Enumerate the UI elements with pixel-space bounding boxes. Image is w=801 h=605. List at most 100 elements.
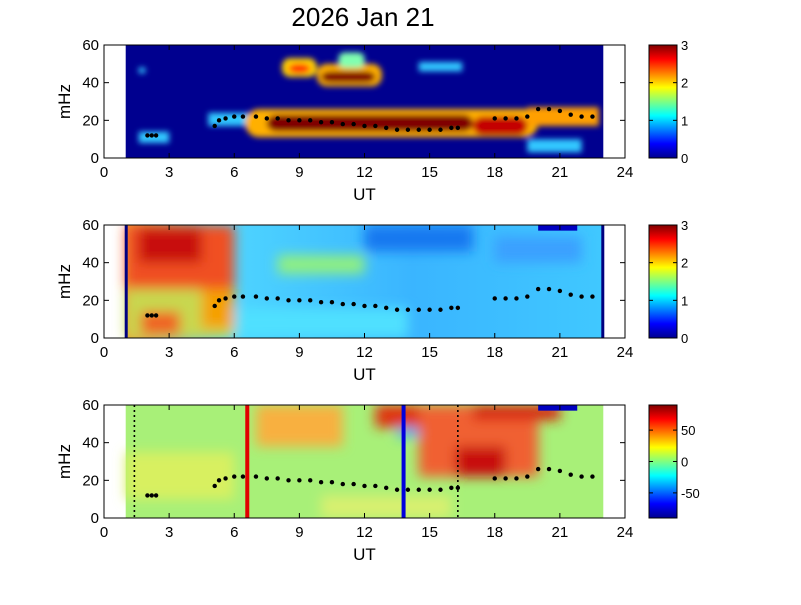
x-tick-label: 24	[617, 524, 634, 541]
trace-point	[416, 307, 421, 312]
trace-point	[340, 481, 345, 487]
trace-point	[394, 127, 400, 132]
blob	[375, 405, 419, 428]
trace-point	[253, 474, 259, 479]
trace-point	[455, 485, 461, 491]
trace-point	[546, 286, 552, 292]
trace-point	[286, 298, 291, 303]
panel-bottom: 0 3 6 9 12 15 18 21 24 0 20 40 60 UT mHz -50 0 50	[55, 397, 700, 564]
trace-point	[579, 294, 584, 299]
trace-point	[264, 476, 270, 481]
colorbar-tick-label: 2	[681, 256, 688, 271]
y-axis-label: mHz	[55, 444, 74, 479]
blob	[138, 67, 146, 74]
y-tick-label: 60	[82, 217, 99, 234]
trace-point	[240, 114, 246, 119]
trace-point	[535, 106, 541, 112]
trace-point	[455, 125, 461, 131]
trace-point	[394, 487, 400, 492]
trace-point	[329, 300, 335, 305]
trace-point	[351, 301, 356, 307]
y-tick-label: 20	[82, 292, 99, 309]
trace-point	[275, 116, 280, 121]
trace-point	[438, 307, 443, 312]
window-edge	[124, 225, 128, 338]
x-tick-label: 12	[356, 164, 373, 181]
x-tick-label: 9	[295, 344, 303, 361]
trace-point	[546, 106, 552, 112]
trace-point	[308, 118, 313, 123]
colorbar-gradient	[649, 405, 677, 518]
trace-point	[514, 116, 519, 121]
trace-point	[373, 483, 378, 489]
x-tick-label: 15	[421, 344, 438, 361]
trace-point	[568, 112, 573, 117]
x-tick-label: 3	[165, 344, 173, 361]
trace-point	[384, 485, 389, 491]
blob	[321, 495, 452, 518]
trace-point	[297, 118, 302, 123]
y-tick-label: 40	[82, 255, 99, 272]
trace-point	[427, 127, 432, 132]
x-tick-label: 0	[100, 164, 108, 181]
blob	[125, 452, 235, 500]
blob	[494, 236, 582, 263]
trace-point	[525, 294, 530, 299]
trace-point	[514, 296, 519, 301]
trace-point	[145, 493, 150, 498]
trace-point	[384, 305, 389, 311]
y-tick-label: 40	[82, 75, 99, 92]
trace-point	[535, 286, 541, 292]
colorbar-frame	[648, 224, 678, 339]
heatmap-image	[125, 405, 604, 518]
x-tick-label: 12	[356, 524, 373, 541]
trace-point	[212, 123, 217, 129]
blob	[364, 225, 474, 252]
trace-point	[503, 476, 508, 481]
dropout	[538, 405, 578, 411]
x-axis-label: UT	[353, 545, 376, 564]
blob	[455, 446, 506, 477]
blob	[277, 255, 365, 274]
figure-title: 2026 Jan 21	[291, 2, 435, 32]
x-tick-label: 24	[617, 344, 634, 361]
trace-point	[492, 116, 497, 121]
trace-point	[449, 125, 454, 131]
dropout	[538, 225, 578, 231]
colorbar-tick-label: 2	[681, 76, 688, 91]
trace-point	[318, 300, 324, 305]
colorbar-gradient	[649, 225, 677, 338]
blob	[234, 307, 408, 338]
x-tick-label: 15	[421, 164, 438, 181]
x-tick-label: 24	[617, 164, 634, 181]
trace-point	[546, 466, 552, 472]
trace-point	[579, 474, 584, 479]
x-tick-label: 3	[165, 524, 173, 541]
trace-point	[590, 294, 595, 299]
blob	[418, 61, 463, 72]
colorbar-frame	[648, 44, 678, 159]
trace-point	[503, 116, 508, 121]
blob	[527, 107, 599, 126]
trace-point	[223, 116, 228, 121]
trace-point	[362, 483, 367, 489]
x-tick-label: 18	[486, 164, 503, 181]
trace-point	[232, 294, 237, 299]
heatmap-blobs	[138, 52, 599, 153]
trace-point	[351, 481, 356, 487]
trace-point	[340, 301, 345, 307]
trace-point	[145, 133, 150, 138]
feature-3	[288, 63, 311, 74]
y-tick-label: 60	[82, 397, 99, 414]
blob	[527, 139, 582, 153]
trace-point	[416, 487, 421, 492]
trace-point	[232, 114, 237, 119]
y-axis-label: mHz	[55, 264, 74, 299]
trace-point	[535, 466, 541, 472]
trace-point	[590, 114, 595, 119]
trace-point	[145, 313, 150, 318]
trace-point	[405, 487, 411, 492]
